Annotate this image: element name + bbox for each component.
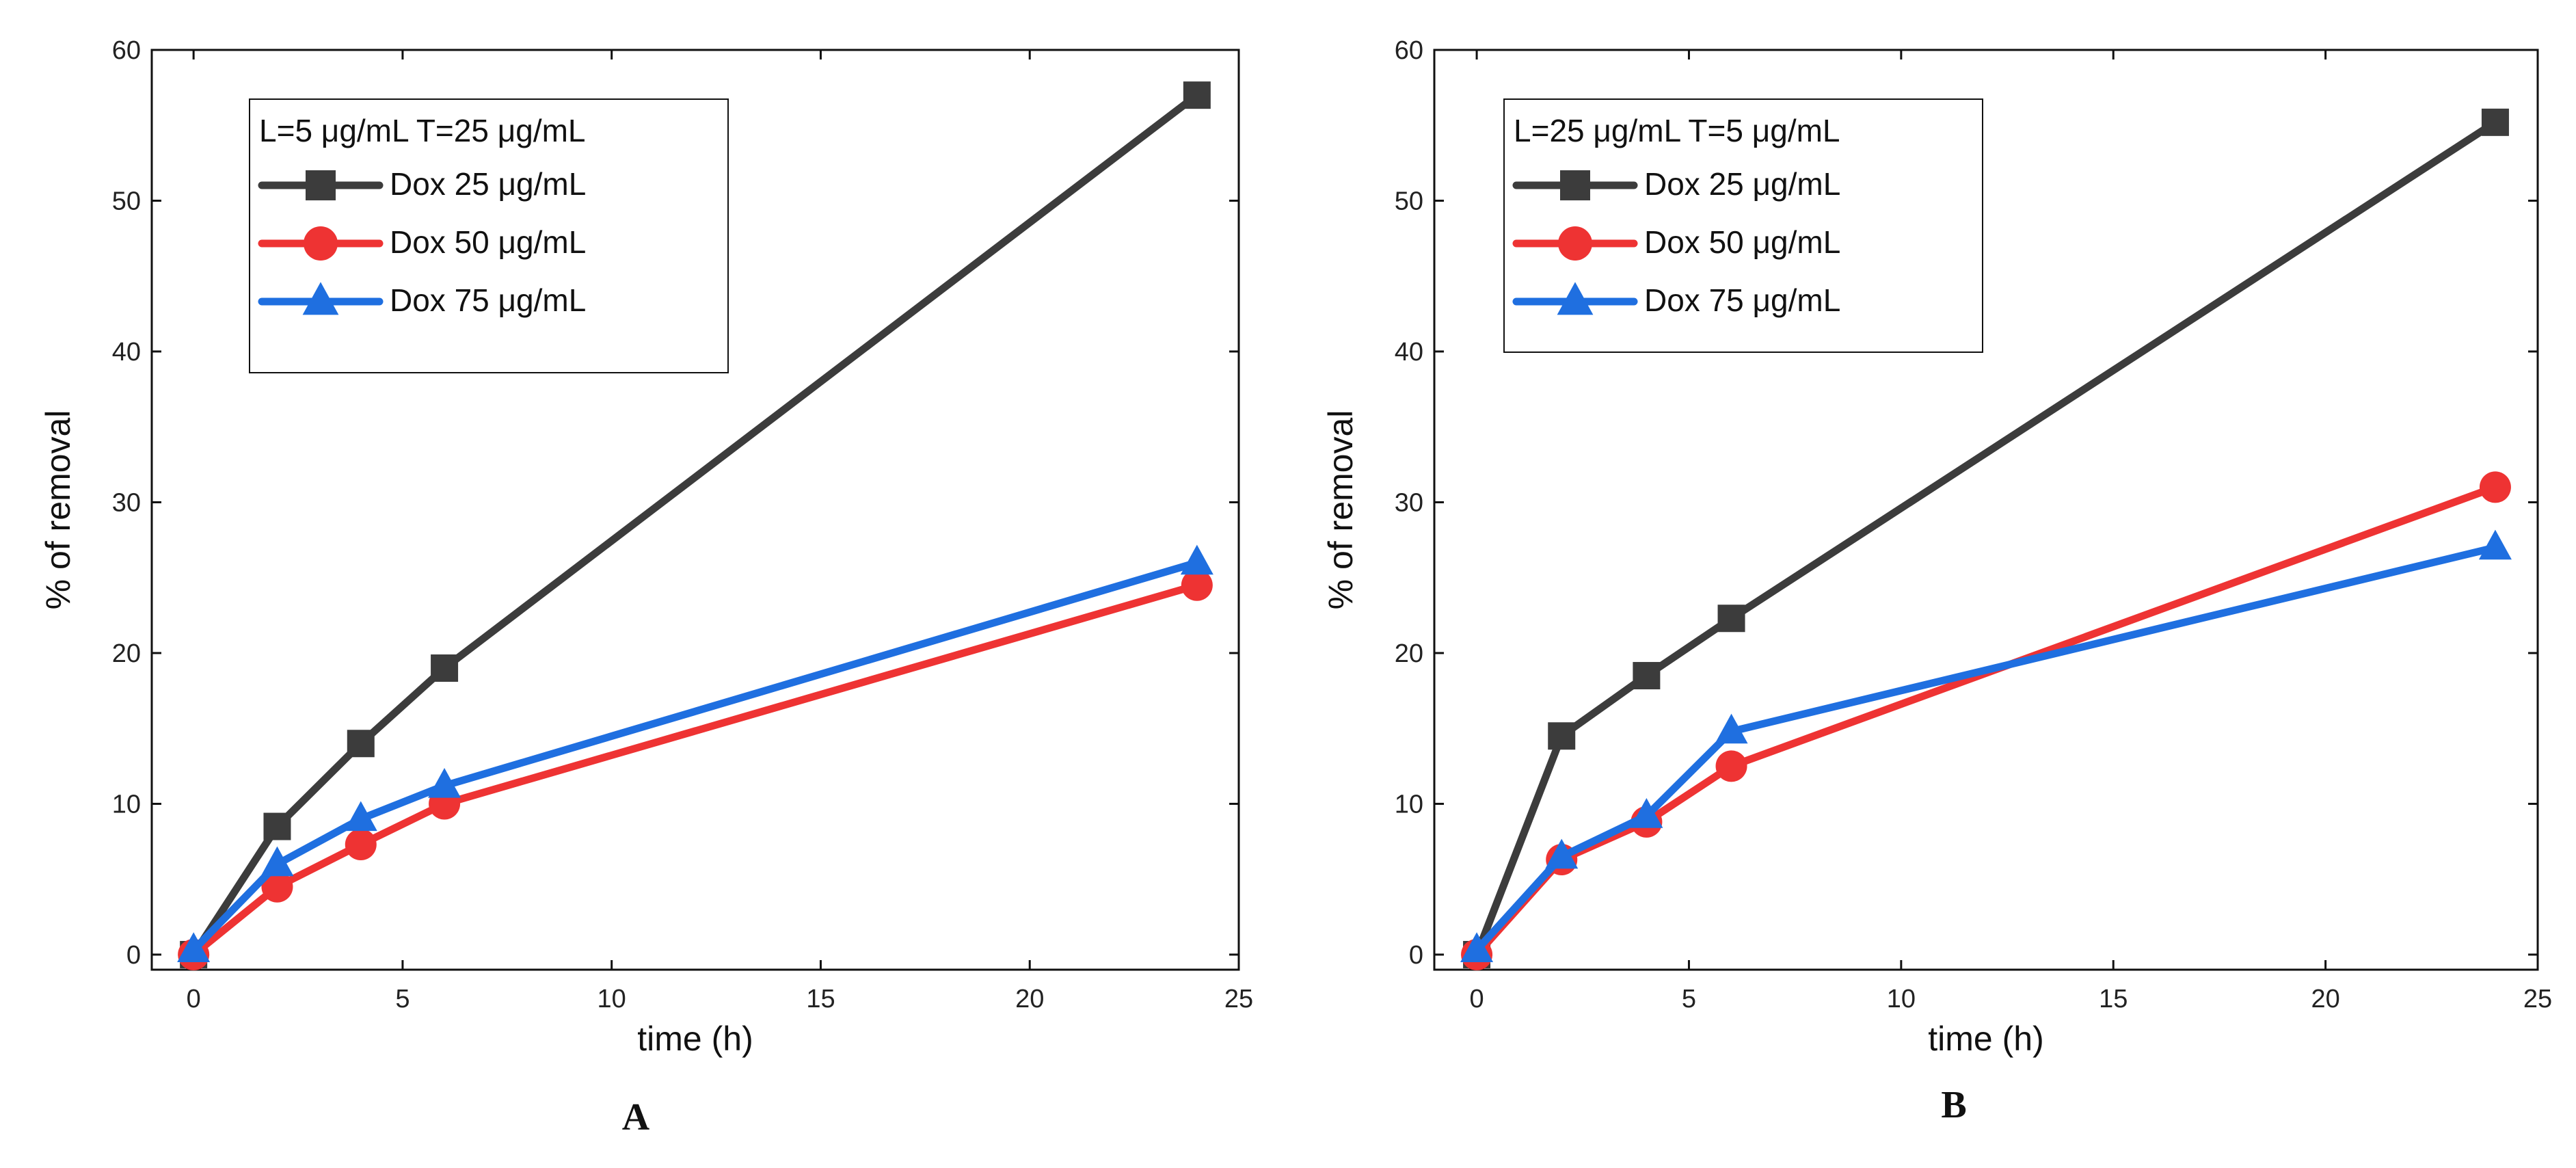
plot-frame [150, 49, 1240, 971]
legend-label: Dox 75 μg/mL [390, 282, 586, 318]
y-tick-label: 0 [1409, 941, 1423, 970]
series-line [189, 581, 1201, 959]
x-tick-label: 15 [2099, 985, 2128, 1013]
x-tick-label: 0 [187, 985, 201, 1013]
x-tick-label: 15 [806, 985, 835, 1013]
legend-marker [1560, 170, 1590, 200]
data-point [2481, 108, 2509, 136]
legend-marker [1558, 226, 1592, 261]
x-axis-title: time (h) [637, 1020, 753, 1058]
data-point [1633, 662, 1661, 690]
legend-marker [306, 170, 336, 200]
x-tick-label: 0 [1470, 985, 1484, 1013]
data-point [1460, 932, 1494, 962]
data-point [260, 846, 294, 877]
y-tick-label: 60 [1395, 36, 1423, 65]
x-axis-title: time (h) [1928, 1020, 2043, 1058]
data-point [345, 828, 377, 860]
chart-panel-a: 0 10 20 30 40 50 60 0 5 10 15 20 25 time (h) % of remo… [39, 36, 1253, 1058]
data-point [347, 730, 375, 758]
y-tick-label: 30 [1395, 488, 1423, 517]
legend: L=5 μg/mL T=25 μg/mL Dox 25 μg/mL Dox 50 μ… [249, 98, 729, 373]
data-point [1183, 81, 1211, 109]
y-tick-label: 10 [112, 790, 141, 819]
y-axis-title: % of removal [39, 410, 77, 610]
legend-label: Dox 50 μg/mL [390, 224, 586, 260]
data-point [1717, 605, 1745, 633]
y-tick-label: 40 [1395, 338, 1423, 367]
data-point [1630, 798, 1663, 828]
y-tick-label: 0 [126, 941, 141, 970]
data-point [428, 767, 461, 798]
legend-label: Dox 25 μg/mL [1644, 166, 1840, 202]
y-tick-label: 10 [1395, 790, 1423, 819]
data-point [2479, 471, 2511, 503]
data-point [1545, 838, 1579, 869]
y-tick-label: 40 [112, 338, 141, 367]
data-point [1715, 750, 1747, 782]
data-point [263, 812, 291, 840]
x-tick-label: 25 [2523, 985, 2552, 1013]
legend-label: Dox 75 μg/mL [1644, 282, 1840, 318]
legend-title: L=5 μg/mL T=25 μg/mL [259, 113, 586, 148]
y-tick-label: 20 [1395, 639, 1423, 668]
x-tick-label: 10 [598, 985, 626, 1013]
data-point [1715, 713, 1748, 744]
y-tick-label: 50 [1395, 187, 1423, 215]
data-point [344, 801, 377, 832]
data-point [1181, 569, 1213, 601]
x-tick-label: 10 [1887, 985, 1916, 1013]
legend-title: L=25 μg/mL T=5 μg/mL [1514, 113, 1840, 148]
legend-label: Dox 25 μg/mL [390, 166, 586, 202]
x-tick-label: 20 [2311, 985, 2339, 1013]
y-axis-title: % of removal [1321, 410, 1360, 610]
x-tick-label: 20 [1015, 985, 1044, 1013]
data-point [1180, 544, 1213, 575]
legend: L=25 μg/mL T=5 μg/mL Dox 25 μg/mL Dox 50 μ… [1503, 98, 1983, 353]
x-tick-label: 5 [395, 985, 410, 1013]
series-3 [177, 544, 1213, 962]
legend-marker [302, 282, 339, 315]
legend-marker [1557, 282, 1594, 315]
series-line [1473, 544, 2499, 954]
y-tick-label: 30 [112, 488, 141, 517]
panel-label: B [1941, 1084, 1966, 1126]
series-3 [1460, 529, 2512, 962]
data-point [261, 871, 293, 903]
x-tick-label: 5 [1682, 985, 1696, 1013]
legend-label: Dox 50 μg/mL [1644, 224, 1840, 260]
panel-label: A [622, 1096, 650, 1139]
series-line [1473, 483, 2499, 959]
plot-frame [1433, 49, 2539, 971]
series-2 [1461, 471, 2511, 970]
legend-marker [304, 226, 338, 261]
y-tick-label: 50 [112, 187, 141, 215]
data-point [2478, 529, 2512, 560]
x-tick-label: 25 [1224, 985, 1253, 1013]
data-point [431, 654, 459, 682]
y-tick-label: 20 [112, 639, 141, 668]
data-point [177, 932, 211, 962]
data-point [1548, 722, 1576, 750]
y-tick-label: 60 [112, 36, 141, 65]
chart-panel-b: 0 10 20 30 40 50 60 0 5 10 15 20 25 time (h) % of remo… [1321, 36, 2552, 1058]
